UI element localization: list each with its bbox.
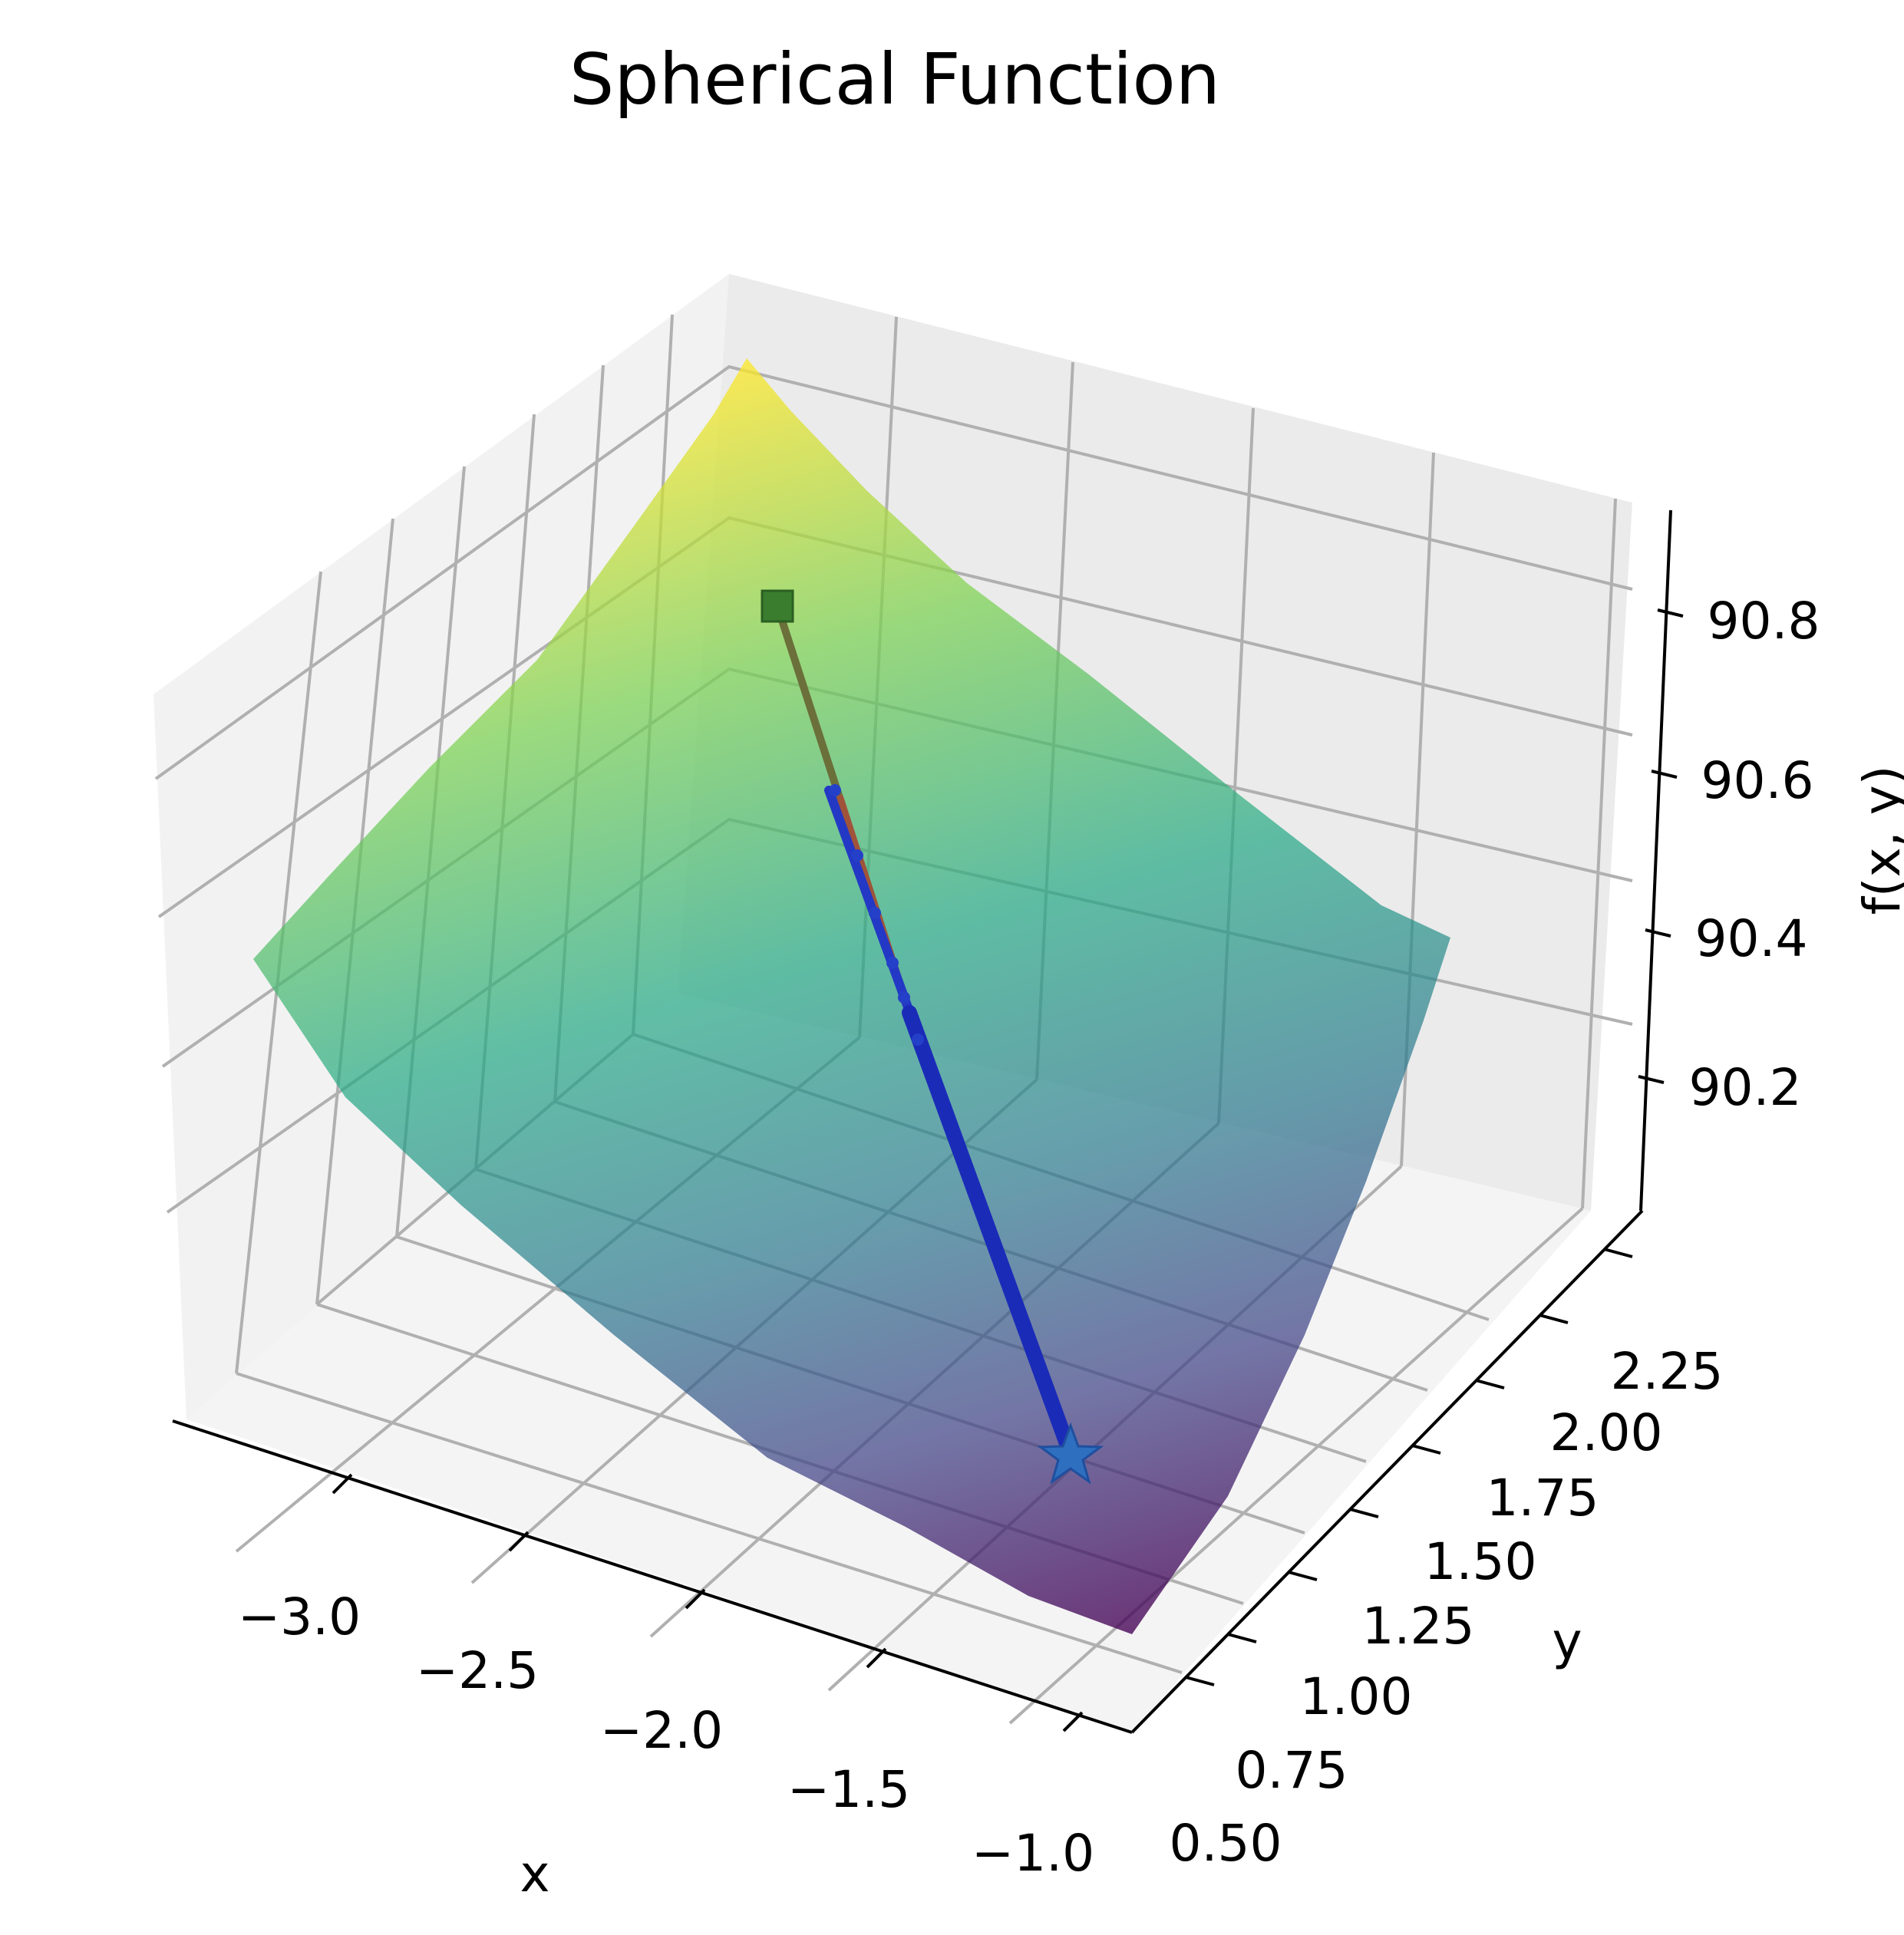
x-tick-label: −2.5 [416, 1641, 539, 1700]
y-tick-labels: 0.50 0.75 1.00 1.25 1.50 1.75 2.00 2.25 [1170, 1342, 1724, 1873]
z-axis-label: f(x, y) [1853, 766, 1904, 915]
z-tick-label: 90.4 [1695, 909, 1808, 968]
y-tick-label: 2.00 [1550, 1403, 1663, 1462]
y-tick-label: 1.00 [1300, 1667, 1413, 1726]
path-segment-lower-dense [902, 1005, 1078, 1462]
z-tick-labels: 90.2 90.4 90.6 90.8 [1689, 592, 1820, 1117]
surface [253, 358, 1450, 1634]
y-axis [1130, 1209, 1644, 1734]
path-point [869, 907, 881, 919]
path-point [829, 784, 841, 796]
x-tick-label: −1.5 [787, 1760, 910, 1819]
path-point [912, 1033, 924, 1046]
x-tick-label: −2.0 [600, 1701, 723, 1760]
z-tick-label: 90.6 [1701, 751, 1814, 810]
y-tick-label: 2.25 [1611, 1342, 1724, 1401]
y-tick-label: 1.75 [1487, 1469, 1599, 1528]
path-point [898, 991, 910, 1004]
y-tick-label: 0.75 [1236, 1741, 1348, 1800]
x-axis [172, 1419, 1133, 1734]
x-tick-label: −3.0 [238, 1587, 361, 1647]
end-marker [1037, 1422, 1104, 1485]
path-point [886, 957, 899, 969]
x-axis-label: x [520, 1844, 549, 1904]
chart-title: Spherical Function [569, 38, 1220, 120]
y-tick-label: 1.25 [1362, 1597, 1475, 1656]
path-point [851, 849, 863, 862]
start-marker [761, 589, 794, 623]
z-axis [1638, 509, 1684, 1211]
y-tick-label: 1.50 [1424, 1532, 1537, 1591]
optimization-path [761, 589, 1104, 1485]
x-tick-label: −1.0 [972, 1824, 1094, 1883]
z-tick-label: 90.2 [1689, 1058, 1802, 1117]
y-axis-label: y [1552, 1612, 1582, 1671]
x-tick-labels: −3.0 −2.5 −2.0 −1.5 −1.0 [238, 1587, 1094, 1883]
y-tick-label: 0.50 [1170, 1814, 1282, 1873]
z-tick-label: 90.8 [1708, 592, 1820, 651]
